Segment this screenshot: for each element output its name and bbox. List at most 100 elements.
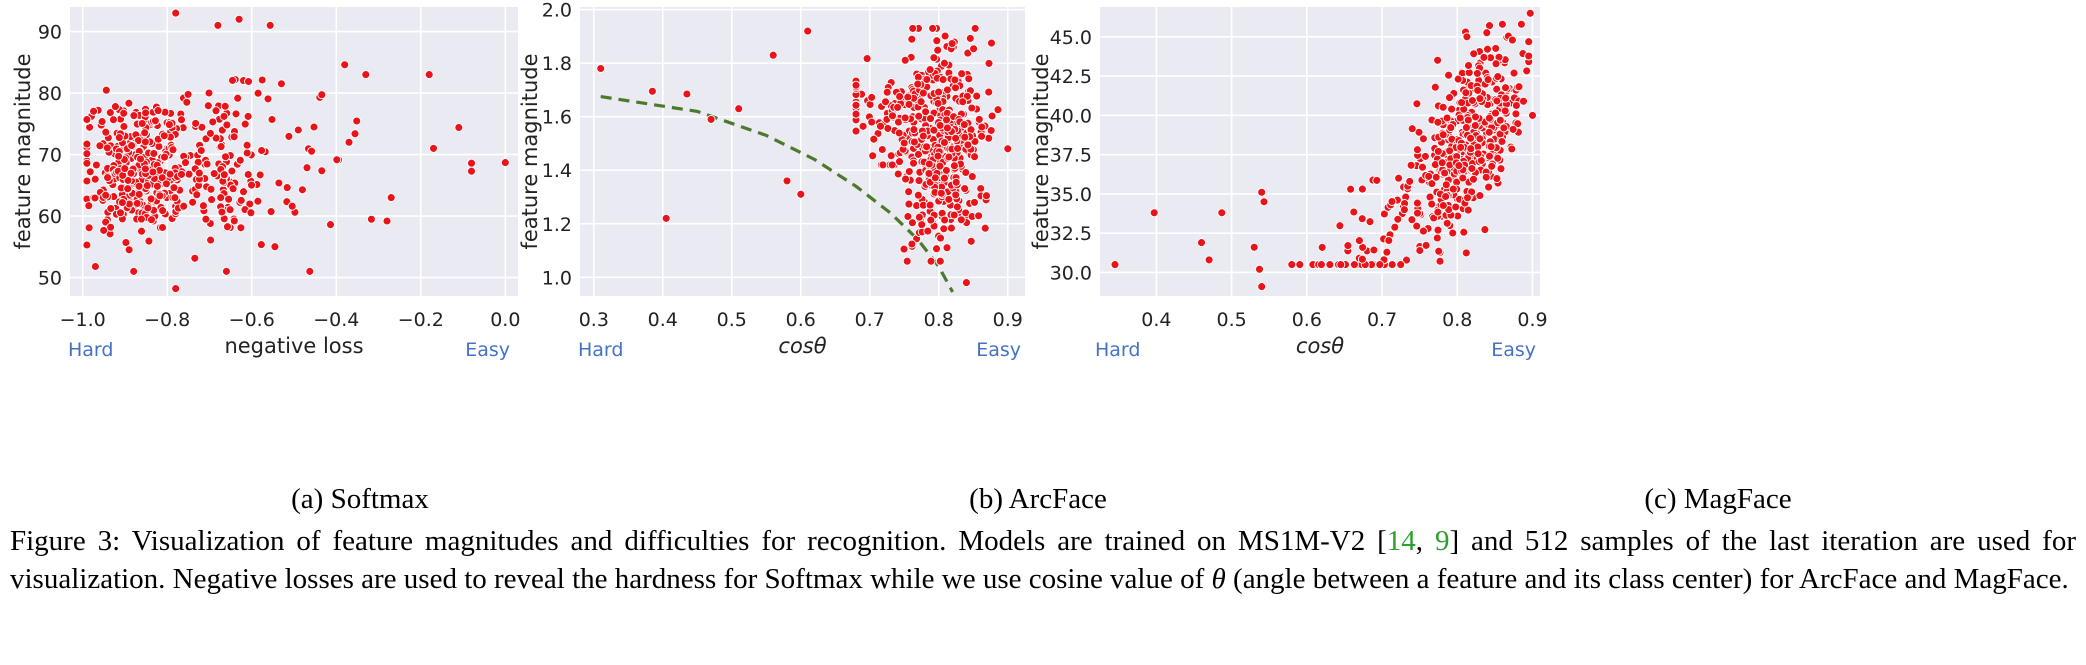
data-point <box>980 223 990 233</box>
data-point <box>123 184 133 194</box>
data-point <box>1524 37 1534 47</box>
data-point <box>82 115 92 124</box>
data-point <box>1507 144 1517 154</box>
data-point <box>1487 161 1497 171</box>
data-point <box>1493 72 1503 82</box>
data-point <box>205 128 215 138</box>
data-point <box>883 123 893 133</box>
data-point <box>213 20 223 30</box>
data-point <box>231 109 241 119</box>
data-point <box>922 75 932 84</box>
data-point <box>1473 149 1483 159</box>
x-tick-label: 0.4 <box>648 309 678 331</box>
caption-citation-9[interactable]: 9 <box>1434 525 1450 557</box>
x-tick-label: 0.9 <box>993 309 1023 331</box>
data-point <box>1407 215 1417 225</box>
data-point <box>977 122 987 132</box>
data-point <box>228 75 237 85</box>
caption-part1: Visualization of feature magnitudes and … <box>131 525 1387 557</box>
data-point <box>99 225 109 235</box>
data-point <box>935 120 945 130</box>
y-tick-label: 42.5 <box>1050 66 1092 88</box>
data-point <box>1325 260 1335 270</box>
data-point <box>84 223 94 233</box>
data-point <box>1414 127 1424 137</box>
data-point <box>424 70 434 80</box>
data-point <box>942 85 952 95</box>
data-point <box>933 151 943 161</box>
y-tick-label: 45.0 <box>1050 27 1092 49</box>
data-point <box>1511 101 1521 110</box>
data-point <box>918 88 928 98</box>
y-tick-label: 1.6 <box>542 107 572 129</box>
data-point <box>1412 145 1422 155</box>
caption-citation-14[interactable]: 14 <box>1386 525 1416 557</box>
data-point <box>169 183 179 193</box>
data-point <box>987 111 997 121</box>
data-point <box>161 179 171 189</box>
data-point <box>188 197 198 207</box>
data-point <box>926 256 936 266</box>
x-tick-label: 0.0 <box>490 309 520 331</box>
data-point <box>164 120 174 130</box>
data-point <box>1412 99 1422 109</box>
data-point <box>101 127 111 137</box>
data-point <box>242 148 252 158</box>
data-point <box>947 39 957 49</box>
data-point <box>219 170 229 180</box>
x-axis-label: cosθ <box>778 334 826 358</box>
data-point <box>177 115 186 125</box>
data-point <box>129 266 139 276</box>
data-point <box>152 181 162 191</box>
data-point <box>596 64 606 73</box>
data-point <box>1441 180 1451 190</box>
data-point <box>1456 142 1466 152</box>
data-point <box>893 169 903 179</box>
data-point <box>244 77 253 86</box>
x-axis-label: negative loss <box>224 334 363 358</box>
data-point <box>467 158 476 168</box>
data-point <box>220 101 230 111</box>
data-point <box>904 99 914 109</box>
data-point <box>245 199 255 209</box>
data-point <box>922 142 932 152</box>
data-point <box>913 190 923 200</box>
y-tick-label: 60 <box>38 206 62 228</box>
data-point <box>1335 221 1345 231</box>
data-point <box>1435 256 1445 266</box>
data-point <box>101 190 111 200</box>
chart-softmax: −1.0 −0.8 −0.6 −0.4 −0.2 0.0 50 60 70 80 90 negativ… <box>11 7 520 361</box>
data-point <box>265 20 275 30</box>
data-point <box>939 224 949 234</box>
y-tick-label: 35.0 <box>1050 184 1092 206</box>
data-point <box>239 187 248 197</box>
data-point <box>1317 242 1327 252</box>
data-point <box>1217 208 1227 218</box>
data-point <box>1433 117 1443 127</box>
caption-part2: ] and 512 samples of the last iteration … <box>10 525 2076 595</box>
y-axis-label: feature magnitude <box>11 53 35 249</box>
data-point <box>1407 124 1417 134</box>
data-point <box>1369 245 1379 255</box>
data-point <box>181 158 190 168</box>
data-point <box>782 176 792 186</box>
data-point <box>1433 207 1443 217</box>
data-point <box>1438 102 1448 112</box>
data-point <box>1387 197 1397 206</box>
y-tick-label: 1.0 <box>542 267 572 289</box>
data-point <box>1438 201 1448 210</box>
data-point <box>89 106 99 116</box>
data-point <box>134 181 144 191</box>
data-point <box>1475 191 1485 201</box>
data-point <box>974 114 984 124</box>
data-point <box>984 58 994 68</box>
data-point <box>907 239 917 249</box>
data-point <box>1519 96 1528 106</box>
data-point <box>984 87 994 97</box>
data-point <box>923 226 933 236</box>
data-point <box>913 79 923 89</box>
data-point <box>1402 255 1411 265</box>
easy-label: Easy <box>1491 339 1536 361</box>
data-point <box>1434 246 1444 256</box>
